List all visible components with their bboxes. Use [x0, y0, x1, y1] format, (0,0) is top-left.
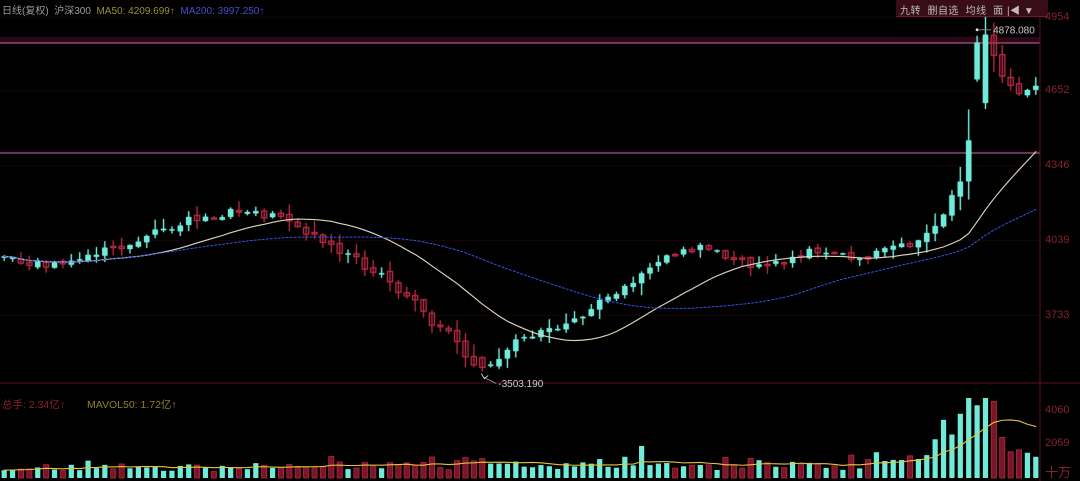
svg-text:-3503.190: -3503.190 [498, 379, 543, 390]
svg-text:4878.080: 4878.080 [993, 25, 1035, 36]
